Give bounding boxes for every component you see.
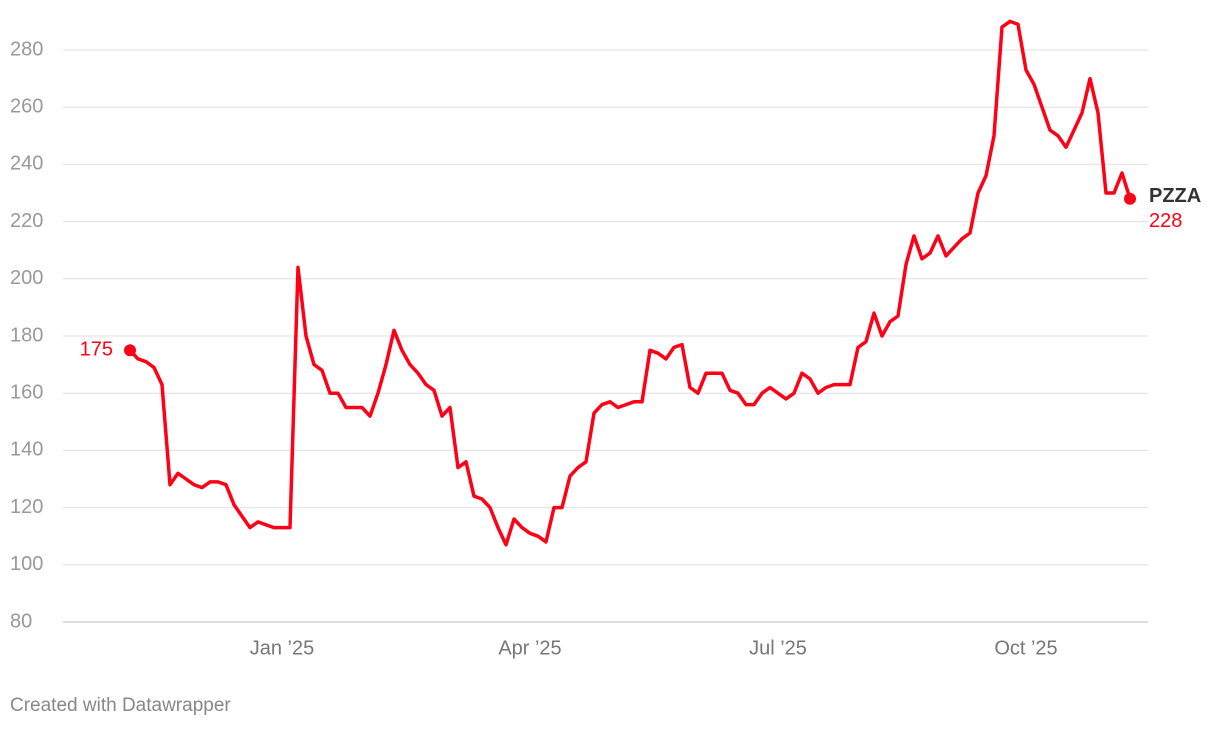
y-tick-label: 100 [10,553,43,575]
start-label: 175 [80,339,113,361]
footer: Created with Datawrapper [10,695,231,716]
y-tick-label: 160 [10,381,43,403]
y-tick-label: 260 [10,95,43,117]
y-tick-label: 120 [10,496,43,518]
end-label: 228 [1149,210,1182,232]
y-tick-label: 220 [10,210,43,232]
end-point [1124,192,1136,205]
x-tick-label: Jan ’25 [250,637,315,659]
y-tick-label: 140 [10,439,43,461]
line [128,19,1132,547]
x-tick-label: Apr ’25 [498,637,561,659]
x-tick-label: Jul ’25 [749,637,807,659]
start-point [124,344,136,357]
y-tick-label: 180 [10,324,43,346]
y-tick-label: 280 [10,38,43,60]
y-tick-label: 240 [10,153,43,175]
y-tick-label: 80 [10,610,32,632]
series-label: PZZA [1149,185,1201,207]
y-tick-label: 200 [10,267,43,289]
x-tick-label: Oct ’25 [994,637,1057,659]
